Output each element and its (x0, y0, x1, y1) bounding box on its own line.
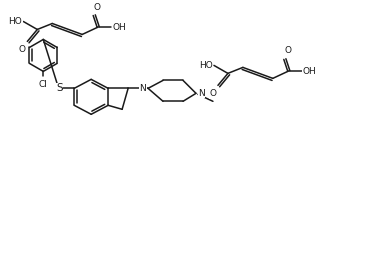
Text: N: N (140, 84, 146, 93)
Text: O: O (210, 89, 216, 98)
Text: HO: HO (199, 61, 213, 70)
Text: Cl: Cl (39, 80, 48, 89)
Text: OH: OH (112, 23, 126, 32)
Text: O: O (19, 45, 26, 54)
Text: O: O (284, 46, 291, 55)
Text: S: S (56, 83, 63, 93)
Text: N: N (198, 89, 205, 98)
Text: O: O (94, 3, 101, 12)
Text: OH: OH (303, 67, 317, 76)
Text: HO: HO (9, 17, 22, 26)
